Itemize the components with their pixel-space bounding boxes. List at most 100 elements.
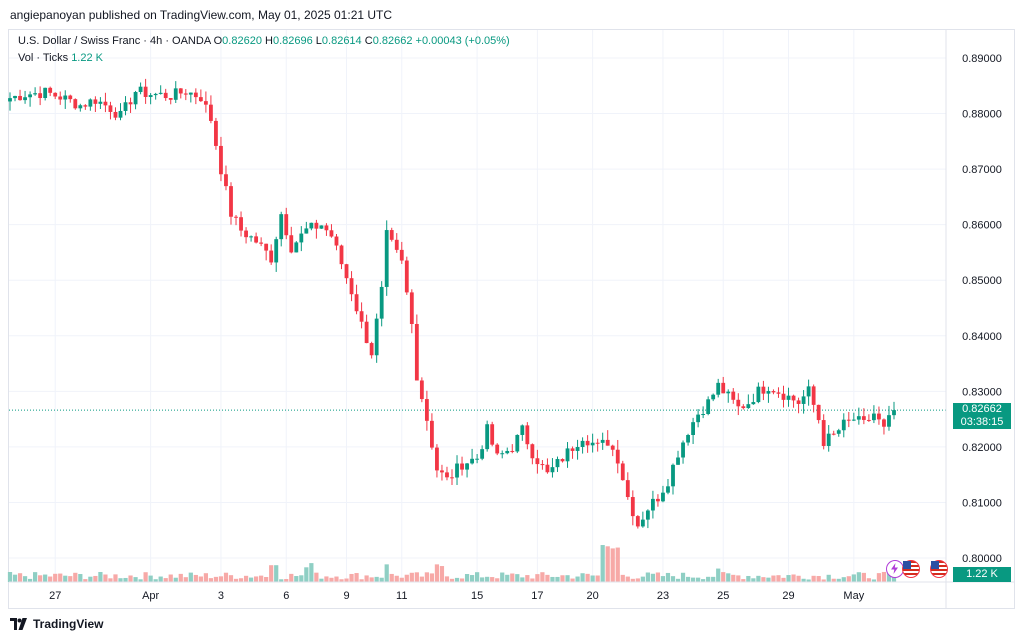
candle-body <box>851 419 856 421</box>
candle-body <box>234 216 238 218</box>
x-tick-label: 27 <box>49 590 61 602</box>
time-axis[interactable]: 27 Apr 3 6 9 11 15 17 20 23 25 29 May <box>49 590 865 602</box>
volume-bar <box>53 573 58 582</box>
tradingview-logo-icon[interactable] <box>10 618 28 630</box>
candle-body <box>701 414 706 416</box>
candle-body <box>128 102 133 105</box>
volume-bar <box>208 578 214 582</box>
candle-body <box>751 402 756 405</box>
candle-body <box>696 414 701 423</box>
volume-bar <box>469 575 475 582</box>
volume-bar <box>706 576 711 582</box>
volume-bar <box>696 577 701 582</box>
volume-bar <box>806 579 811 582</box>
x-tick-label: Apr <box>142 590 159 602</box>
candle-body <box>645 510 650 520</box>
volume-bar <box>48 576 53 582</box>
volume-bar <box>756 575 761 582</box>
candle-body <box>761 386 766 394</box>
volume-bar <box>475 572 480 582</box>
y-tick-label: 0.84000 <box>962 331 1002 343</box>
volume-bar <box>520 577 525 582</box>
candle-body <box>329 230 334 237</box>
candle-body <box>13 95 17 99</box>
candle-body <box>214 120 218 146</box>
candle-body <box>500 453 505 455</box>
candle-body <box>510 450 515 452</box>
candle-body <box>450 477 454 479</box>
us-flag-icon-2[interactable] <box>930 560 948 578</box>
candle-body <box>384 230 389 287</box>
candle-body <box>229 186 233 217</box>
volume-bar <box>650 573 656 582</box>
candle-body <box>8 98 12 102</box>
candle-body <box>364 321 369 344</box>
volume-bar <box>635 578 640 582</box>
volume-bar <box>515 574 520 582</box>
volume-bar <box>510 573 515 582</box>
volume-bar <box>218 576 224 582</box>
candle-body <box>153 93 158 96</box>
volume-bar <box>354 573 359 582</box>
volume-bar <box>203 573 208 582</box>
candle-body <box>113 111 118 118</box>
volume-bar <box>78 574 83 582</box>
volume-bar <box>183 577 188 582</box>
volume-bar <box>751 578 756 582</box>
volume-bar <box>525 575 530 582</box>
volume-label[interactable]: Vol · Ticks <box>18 52 69 64</box>
volume-bar <box>856 572 861 582</box>
volume-bar <box>831 578 836 582</box>
volume-bar <box>590 575 595 582</box>
volume-bar <box>404 574 409 582</box>
candle-body <box>440 470 444 473</box>
close-label: C <box>364 35 373 47</box>
volume-bar <box>379 577 384 582</box>
volume-bar <box>374 576 379 582</box>
volume-bar <box>495 578 500 582</box>
candle-body <box>595 442 600 444</box>
candle-body <box>676 457 680 465</box>
candle-body <box>525 425 530 445</box>
x-tick-label: 6 <box>283 590 289 602</box>
volume-bar <box>27 578 33 582</box>
x-tick-label: 17 <box>531 590 543 602</box>
volume-bar <box>615 547 620 582</box>
candle-body <box>686 435 690 443</box>
candle-body <box>103 101 108 106</box>
candle-body <box>158 92 163 94</box>
volume-bar <box>12 574 18 582</box>
candle-body <box>892 410 896 416</box>
us-flag-icon[interactable] <box>902 560 920 578</box>
volume-bar <box>530 578 535 582</box>
volume-bar <box>148 575 153 582</box>
candle-body <box>640 519 645 527</box>
volume-bar <box>826 574 831 582</box>
volume-bar <box>414 572 419 582</box>
volume-bar <box>424 572 429 582</box>
symbol-name[interactable]: U.S. Dollar / Swiss Franc · 4h · OANDA <box>18 35 211 47</box>
volume-bar <box>675 578 681 582</box>
volume-bar <box>339 579 344 582</box>
volume-bar <box>886 573 892 582</box>
volume-bar <box>776 575 781 582</box>
volume-bar <box>726 573 731 582</box>
candle-body <box>183 93 188 95</box>
lightning-icon[interactable] <box>886 560 904 578</box>
volume-bar <box>876 573 882 582</box>
volume-bar <box>193 574 198 582</box>
price-axis[interactable]: 0.89000 0.88000 0.87000 0.86000 0.85000 0.840… <box>9 30 1014 608</box>
volume-bar <box>500 572 505 582</box>
volume-bar <box>264 576 269 582</box>
volume-bar <box>238 578 244 582</box>
candle-body <box>475 458 480 460</box>
volume-bar <box>269 565 274 582</box>
footer-brand[interactable]: TradingView <box>33 617 104 631</box>
candle-body <box>565 448 570 462</box>
high-label: H <box>265 35 273 47</box>
volume-bar <box>33 572 38 582</box>
candle-body <box>53 92 58 97</box>
candle-body <box>68 95 73 100</box>
candle-body <box>661 492 665 502</box>
